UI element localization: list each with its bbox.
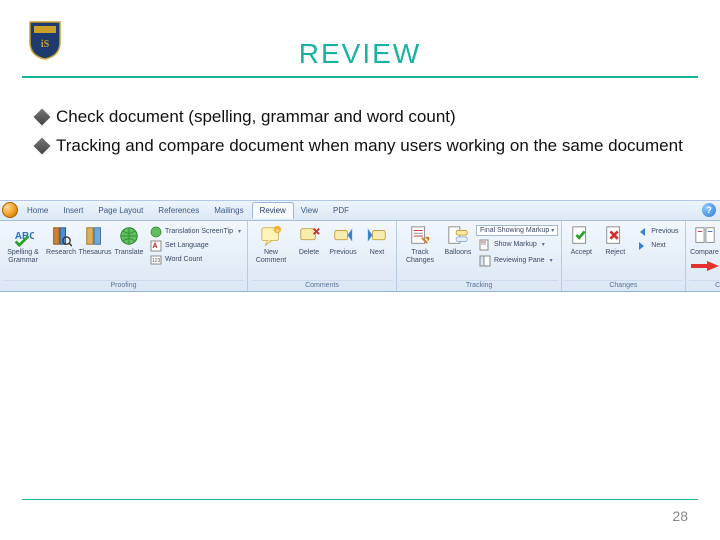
wordcount-icon: 123 bbox=[150, 254, 162, 266]
office-button[interactable] bbox=[0, 200, 20, 220]
translation-screentip-button[interactable]: Translation ScreenTip▾ bbox=[147, 225, 244, 239]
diamond-icon bbox=[34, 109, 51, 126]
next-change-icon bbox=[636, 240, 648, 252]
red-arrow-icon bbox=[691, 261, 719, 271]
next-change-button[interactable]: Next bbox=[633, 239, 681, 253]
translate-icon bbox=[118, 225, 140, 247]
previous-change-button[interactable]: Previous bbox=[633, 225, 681, 239]
group-changes: Accept Reject Previous Next bbox=[562, 221, 685, 291]
display-for-review-dropdown[interactable]: Final Showing Markup▾ bbox=[476, 225, 558, 236]
new-comment-icon: ✶ bbox=[260, 225, 282, 247]
tab-home[interactable]: Home bbox=[20, 203, 56, 218]
svg-text:✶: ✶ bbox=[275, 227, 280, 234]
show-markup-button[interactable]: Show Markup▾ bbox=[476, 238, 558, 252]
svg-text:iS: iS bbox=[41, 39, 50, 50]
research-icon bbox=[50, 225, 72, 247]
bullet-text: Check document (spelling, grammar and wo… bbox=[56, 106, 456, 129]
ribbon-body: ABC Spelling & Grammar Research Thesauru… bbox=[0, 221, 720, 291]
logo-shield: iS bbox=[28, 20, 62, 60]
globe-tip-icon bbox=[150, 226, 162, 238]
tab-view[interactable]: View bbox=[294, 203, 326, 218]
compare-icon bbox=[694, 225, 716, 247]
set-language-button[interactable]: Set Language bbox=[147, 239, 244, 253]
next-comment-icon bbox=[366, 225, 388, 247]
language-icon bbox=[150, 240, 162, 252]
help-icon[interactable]: ? bbox=[702, 203, 716, 217]
tab-references[interactable]: References bbox=[151, 203, 207, 218]
previous-comment-button[interactable]: Previous bbox=[327, 223, 359, 259]
group-label-proofing: Proofing bbox=[3, 280, 244, 291]
delete-comment-button[interactable]: Delete bbox=[293, 223, 325, 259]
bullet-item: Tracking and compare document when many … bbox=[36, 135, 684, 158]
tab-pdf[interactable]: PDF bbox=[326, 203, 357, 218]
track-changes-icon bbox=[409, 225, 431, 247]
balloons-button[interactable]: Balloons bbox=[442, 223, 474, 259]
tab-mailings[interactable]: Mailings bbox=[207, 203, 251, 218]
svg-text:123: 123 bbox=[152, 258, 161, 264]
reviewing-pane-icon bbox=[479, 255, 491, 267]
next-comment-button[interactable]: Next bbox=[361, 223, 393, 259]
reviewing-pane-button[interactable]: Reviewing Pane▾ bbox=[476, 254, 558, 268]
group-compare: Compare Show Source Documents Compare bbox=[686, 221, 720, 291]
thesaurus-button[interactable]: Thesaurus bbox=[79, 223, 111, 259]
footer-rule bbox=[22, 499, 698, 500]
prev-change-icon bbox=[636, 226, 648, 238]
compare-button[interactable]: Compare bbox=[689, 223, 720, 259]
prev-comment-icon bbox=[332, 225, 354, 247]
delete-comment-icon bbox=[298, 225, 320, 247]
title-rule bbox=[22, 76, 698, 78]
tab-review[interactable]: Review bbox=[252, 202, 294, 219]
group-label-changes: Changes bbox=[565, 280, 681, 291]
track-changes-button[interactable]: Track Changes bbox=[400, 223, 440, 266]
reject-button[interactable]: Reject bbox=[599, 223, 631, 259]
group-tracking: Track Changes Balloons Final Showing Mar… bbox=[397, 221, 562, 291]
word-ribbon: Home Insert Page Layout References Maili… bbox=[0, 200, 720, 292]
bullet-item: Check document (spelling, grammar and wo… bbox=[36, 106, 684, 129]
group-label-tracking: Tracking bbox=[400, 280, 558, 291]
bullet-text: Tracking and compare document when many … bbox=[56, 135, 683, 158]
bullet-list: Check document (spelling, grammar and wo… bbox=[36, 106, 684, 158]
group-label-compare: Compare bbox=[689, 280, 720, 291]
accept-button[interactable]: Accept bbox=[565, 223, 597, 259]
group-proofing: ABC Spelling & Grammar Research Thesauru… bbox=[0, 221, 248, 291]
research-button[interactable]: Research bbox=[45, 223, 77, 259]
word-count-button[interactable]: 123 Word Count bbox=[147, 253, 244, 267]
tab-page-layout[interactable]: Page Layout bbox=[91, 203, 151, 218]
group-label-comments: Comments bbox=[251, 280, 393, 291]
balloons-icon bbox=[447, 225, 469, 247]
group-comments: ✶ New Comment Delete Previous Next Comme… bbox=[248, 221, 397, 291]
show-markup-icon bbox=[479, 239, 491, 251]
spellcheck-icon: ABC bbox=[12, 225, 34, 247]
new-comment-button[interactable]: ✶ New Comment bbox=[251, 223, 291, 266]
thesaurus-icon bbox=[84, 225, 106, 247]
accept-icon bbox=[570, 225, 592, 247]
slide-title: REVIEW bbox=[0, 0, 720, 70]
page-number: 28 bbox=[672, 508, 688, 524]
tab-insert[interactable]: Insert bbox=[56, 203, 91, 218]
spelling-grammar-button[interactable]: ABC Spelling & Grammar bbox=[3, 223, 43, 266]
diamond-icon bbox=[34, 137, 51, 154]
ribbon-tabs: Home Insert Page Layout References Maili… bbox=[0, 201, 720, 221]
translate-button[interactable]: Translate bbox=[113, 223, 145, 259]
reject-icon bbox=[604, 225, 626, 247]
